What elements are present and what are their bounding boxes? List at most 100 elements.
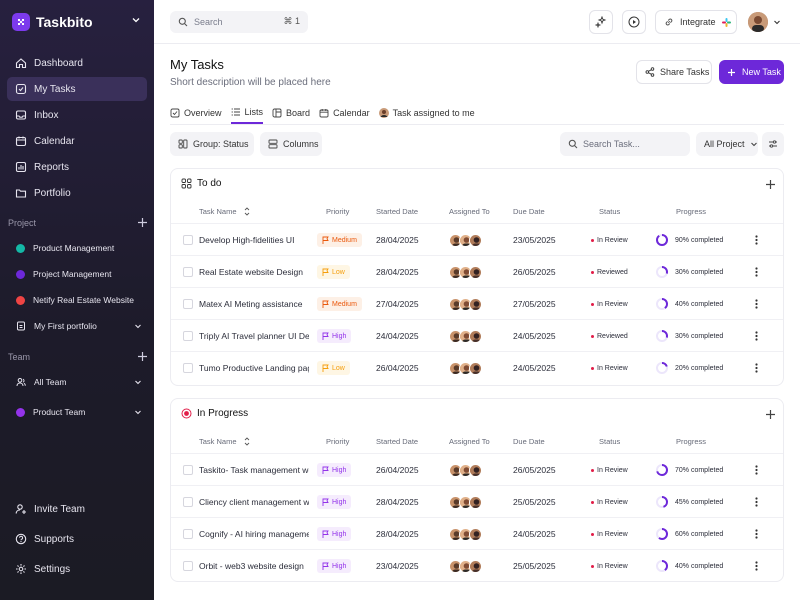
table-row[interactable]: Taskito- Task management website High 26…: [171, 453, 783, 485]
task-name[interactable]: Matex AI Meting assistance: [199, 299, 303, 309]
table-row[interactable]: Cognify - AI hiring management High 28/0…: [171, 517, 783, 549]
assignee-avatar[interactable]: [469, 361, 482, 375]
column-header-name[interactable]: Task Name: [199, 437, 237, 446]
add-task-icon[interactable]: [765, 179, 776, 190]
group-by-button[interactable]: Group: Status: [170, 132, 254, 156]
project-label: My First portfolio: [34, 321, 97, 331]
task-name[interactable]: Cognify - AI hiring management: [199, 529, 309, 539]
row-checkbox[interactable]: [183, 561, 193, 571]
nav-settings[interactable]: Settings: [7, 557, 147, 581]
tab-overview[interactable]: Overview: [170, 102, 222, 124]
assignee-avatar[interactable]: [469, 329, 482, 343]
group-header[interactable]: To do: [181, 178, 221, 189]
help-icon: [15, 533, 27, 545]
table-row[interactable]: Tumo Productive Landing page Low 26/04/2…: [171, 351, 783, 383]
chevron-down-icon[interactable]: [134, 408, 142, 416]
table-row[interactable]: Triply AI Travel planner UI Design High …: [171, 319, 783, 351]
assignee-avatar[interactable]: [449, 297, 462, 311]
add-task-icon[interactable]: [765, 409, 776, 420]
priority-badge: High: [317, 527, 352, 541]
project-select[interactable]: All Project: [696, 132, 758, 156]
tab-calendar[interactable]: Calendar: [319, 102, 370, 124]
share-tasks-button[interactable]: Share Tasks: [636, 60, 712, 84]
row-checkbox[interactable]: [183, 363, 193, 373]
task-name[interactable]: Develop High-fidelities UI: [199, 235, 295, 245]
tab-lists[interactable]: Lists: [230, 102, 264, 124]
columns-button[interactable]: Columns: [260, 132, 322, 156]
assignee-avatar[interactable]: [459, 527, 472, 541]
table-row[interactable]: Real Estate website Design Low 28/04/202…: [171, 255, 783, 287]
more-options-icon[interactable]: [755, 465, 758, 475]
table-row[interactable]: Orbit - web3 website design High 23/04/2…: [171, 549, 783, 581]
integrate-button[interactable]: Integrate: [655, 10, 737, 34]
brand[interactable]: Taskbito: [12, 11, 93, 33]
assignee-avatar[interactable]: [469, 495, 482, 509]
group-header[interactable]: In Progress: [181, 408, 248, 419]
nav-supports[interactable]: Supports: [7, 527, 147, 551]
row-checkbox[interactable]: [183, 299, 193, 309]
play-button[interactable]: [622, 10, 646, 34]
nav-dashboard[interactable]: Dashboard: [7, 51, 147, 75]
row-checkbox[interactable]: [183, 529, 193, 539]
row-checkbox[interactable]: [183, 331, 193, 341]
row-checkbox[interactable]: [183, 497, 193, 507]
columns-label: Columns: [283, 139, 319, 149]
project-item[interactable]: Netify Real Estate Website: [8, 290, 146, 310]
sort-icon[interactable]: [243, 207, 251, 216]
more-options-icon[interactable]: [755, 529, 758, 539]
column-header-name[interactable]: Task Name: [199, 207, 237, 216]
task-name[interactable]: Taskito- Task management website: [199, 465, 309, 475]
account-chevron-icon[interactable]: [773, 18, 781, 26]
chevron-down-icon[interactable]: [134, 322, 142, 330]
more-options-icon[interactable]: [755, 363, 758, 373]
table-row[interactable]: Cliency client management website High 2…: [171, 485, 783, 517]
more-options-icon[interactable]: [755, 299, 758, 309]
chevron-down-icon[interactable]: [134, 378, 142, 386]
assignee-avatar[interactable]: [469, 463, 482, 477]
assignee-avatar[interactable]: [469, 559, 482, 573]
task-name[interactable]: Tumo Productive Landing page: [199, 363, 309, 373]
team-item[interactable]: All Team: [8, 372, 146, 392]
project-item[interactable]: Product Management: [8, 238, 146, 258]
tab-assigned-to-me[interactable]: Task assigned to me: [378, 102, 475, 124]
row-checkbox[interactable]: [183, 235, 193, 245]
assignee-avatar[interactable]: [449, 329, 462, 343]
table-row[interactable]: Develop High-fidelities UI Medium 28/04/…: [171, 223, 783, 255]
global-search-input[interactable]: Search ⌘ 1: [170, 11, 308, 33]
task-search-input[interactable]: Search Task...: [560, 132, 690, 156]
nav-invite-team[interactable]: Invite Team: [7, 497, 147, 521]
filter-settings-button[interactable]: [762, 132, 784, 156]
new-task-button[interactable]: New Task: [719, 60, 784, 84]
sort-icon[interactable]: [243, 437, 251, 446]
more-options-icon[interactable]: [755, 267, 758, 277]
table-row[interactable]: Matex AI Meting assistance Medium 27/04/…: [171, 287, 783, 319]
row-checkbox[interactable]: [183, 465, 193, 475]
ai-sparkle-button[interactable]: [589, 10, 613, 34]
assignee-avatar[interactable]: [469, 233, 482, 247]
more-options-icon[interactable]: [755, 331, 758, 341]
tab-board[interactable]: Board: [272, 102, 310, 124]
nav-reports[interactable]: Reports: [7, 155, 147, 179]
nav-my-tasks[interactable]: My Tasks: [7, 77, 147, 101]
add-project-icon[interactable]: [137, 217, 148, 228]
add-team-icon[interactable]: [137, 351, 148, 362]
workspace-chevron-icon[interactable]: [131, 15, 141, 25]
user-avatar[interactable]: [748, 12, 768, 32]
assignee-avatar[interactable]: [469, 527, 482, 541]
more-options-icon[interactable]: [755, 497, 758, 507]
assignee-avatar[interactable]: [469, 265, 482, 279]
more-options-icon[interactable]: [755, 235, 758, 245]
project-item[interactable]: My First portfolio: [8, 316, 146, 336]
nav-calendar[interactable]: Calendar: [7, 129, 147, 153]
task-name[interactable]: Orbit - web3 website design: [199, 561, 304, 571]
row-checkbox[interactable]: [183, 267, 193, 277]
task-name[interactable]: Triply AI Travel planner UI Design: [199, 331, 309, 341]
more-options-icon[interactable]: [755, 561, 758, 571]
nav-portfolio[interactable]: Portfolio: [7, 181, 147, 205]
nav-inbox[interactable]: Inbox: [7, 103, 147, 127]
task-name[interactable]: Cliency client management website: [199, 497, 309, 507]
assignee-avatar[interactable]: [469, 297, 482, 311]
team-item[interactable]: Product Team: [8, 402, 146, 422]
task-name[interactable]: Real Estate website Design: [199, 267, 303, 277]
project-item[interactable]: Project Management: [8, 264, 146, 284]
